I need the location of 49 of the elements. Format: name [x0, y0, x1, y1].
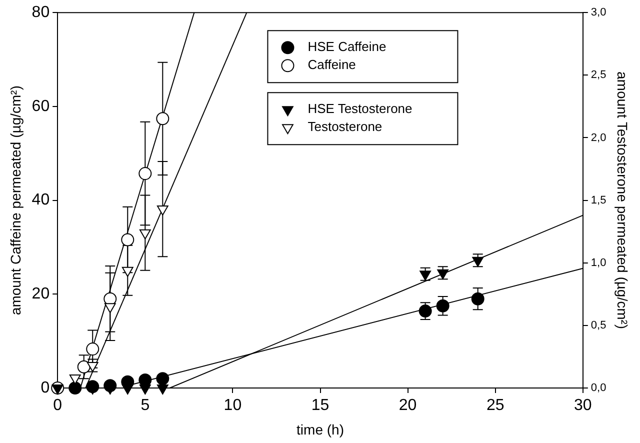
y-tick-label: 80 [32, 4, 50, 22]
x-tick-label: 0 [53, 397, 62, 414]
x-tick-label: 10 [224, 397, 242, 414]
point [139, 384, 151, 394]
x-tick-label: 20 [398, 397, 417, 414]
legend-label: Testosterone [308, 119, 382, 134]
point [472, 256, 484, 267]
point [104, 303, 116, 314]
y2-tick-label: 1,5 [590, 194, 606, 206]
point [139, 229, 151, 240]
point [156, 206, 168, 216]
y-axis-title: amount Caffeine permeated (µg/cm²) [7, 86, 24, 316]
point [437, 269, 449, 280]
point [436, 299, 450, 312]
point [122, 384, 134, 394]
point [77, 360, 90, 374]
point [121, 233, 134, 246]
point [86, 342, 100, 356]
y2-tick-label: 2,0 [590, 132, 606, 144]
y-tick-label: 20 [32, 286, 50, 303]
x-axis-title: time (h) [296, 421, 344, 438]
y2-tick-label: 0,5 [590, 319, 606, 332]
y2-tick-label: 0,0 [590, 382, 606, 394]
legend-label: Caffeine [308, 57, 356, 72]
point [156, 372, 170, 386]
point [418, 304, 432, 318]
y2-tick-label: 2,5 [590, 69, 606, 82]
point [471, 292, 484, 306]
x-tick-label: 5 [140, 397, 150, 414]
x-tick-label: 30 [574, 397, 592, 414]
y2-tick-label: 1,0 [590, 256, 606, 269]
y-tick-label: 60 [32, 98, 50, 115]
legend-label: HSE Caffeine [308, 39, 386, 54]
point [420, 270, 432, 281]
point [138, 167, 152, 180]
point [52, 384, 64, 394]
point [156, 384, 168, 394]
point [156, 112, 170, 126]
point [86, 362, 98, 372]
y2-tick-label: 3,0 [590, 6, 606, 19]
y-tick-label: 0 [40, 379, 50, 396]
point [122, 266, 134, 277]
y-tick-label: 40 [32, 192, 50, 209]
point [69, 374, 81, 384]
legend-label: HSE Testosterone [308, 101, 412, 116]
x-tick-label: 25 [486, 397, 504, 414]
y2-axis-title: amount Testosterone permeated (µg/cm²) [614, 72, 631, 330]
point [68, 382, 82, 394]
x-tick-label: 15 [311, 397, 330, 414]
